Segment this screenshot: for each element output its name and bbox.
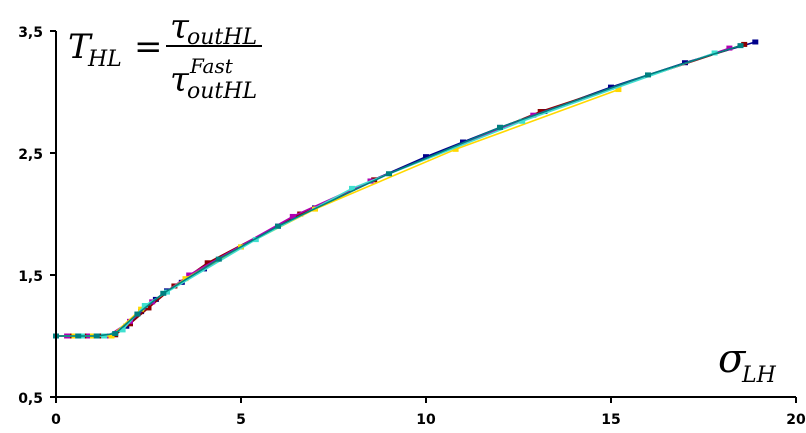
- series-5-point: [134, 311, 141, 317]
- series-2-point: [726, 45, 733, 51]
- series-3-point: [182, 276, 189, 282]
- x-tick-label: 10: [416, 412, 436, 428]
- series-0-point: [423, 154, 429, 160]
- series-4-point: [101, 333, 108, 339]
- series-line-5: [56, 44, 741, 337]
- series-4-point: [252, 237, 259, 243]
- x-tick-label: 0: [51, 412, 61, 428]
- series-3-point: [615, 87, 622, 93]
- x-tick-label: 15: [601, 412, 620, 428]
- y-tick-label: 3,5: [18, 25, 43, 41]
- series-2-point: [186, 272, 193, 278]
- x-label-symbol: σ: [718, 336, 747, 382]
- series-5-point: [386, 171, 392, 177]
- series-4-point: [711, 50, 718, 56]
- y-axis-formula: T HL = τ outHL τ Fast outHL: [68, 7, 262, 104]
- tick-layer: 0 5 10 15 20 0,5 1,5 2,5 3,5: [18, 25, 806, 428]
- series-line-3: [56, 88, 619, 337]
- series-layer: [53, 39, 759, 339]
- x-tick-label: 20: [786, 412, 806, 428]
- series-4-point: [141, 303, 148, 308]
- series-1-point: [741, 41, 748, 47]
- series-5-point: [275, 223, 281, 229]
- series-line-1: [56, 43, 745, 337]
- series-1-point: [204, 260, 211, 266]
- series-5-point: [93, 333, 100, 339]
- formula-lhs-subscript: HL: [87, 47, 122, 72]
- series-5-point: [112, 331, 119, 337]
- series-1-point: [537, 109, 544, 115]
- series-3-point: [452, 146, 459, 152]
- formula-numerator-symbol: τ: [170, 7, 190, 47]
- formula-denominator-superscript: Fast: [189, 54, 234, 78]
- series-5-point: [160, 290, 167, 296]
- x-tick-label: 5: [236, 412, 246, 428]
- series-2-point: [289, 213, 296, 219]
- series-4-point: [349, 185, 355, 191]
- series-5-point: [737, 43, 744, 49]
- series-4-point: [519, 118, 526, 124]
- formula-equals: =: [134, 27, 163, 67]
- series-4-point: [164, 289, 170, 295]
- formula-denominator-subscript: outHL: [187, 79, 257, 104]
- series-0-point: [752, 39, 759, 45]
- series-0-point: [608, 84, 614, 90]
- x-axis-label: σ LH: [718, 336, 777, 388]
- y-tick-label: 0,5: [18, 391, 43, 407]
- formula-lhs-symbol: T: [68, 27, 93, 67]
- series-5-point: [645, 72, 651, 78]
- series-5-point: [497, 124, 503, 130]
- y-tick-label: 1,5: [18, 269, 43, 285]
- series-5-point: [75, 333, 82, 339]
- y-tick-label: 2,5: [18, 147, 43, 163]
- formula-denominator-symbol: τ: [170, 60, 190, 100]
- series-1-point: [297, 211, 304, 217]
- series-5-point: [215, 256, 222, 262]
- series-line-4: [56, 52, 715, 337]
- x-label-subscript: LH: [741, 363, 777, 388]
- series-4-point: [119, 327, 126, 333]
- series-line-2: [56, 47, 730, 337]
- series-3-point: [108, 333, 115, 339]
- series-1-point: [145, 305, 152, 311]
